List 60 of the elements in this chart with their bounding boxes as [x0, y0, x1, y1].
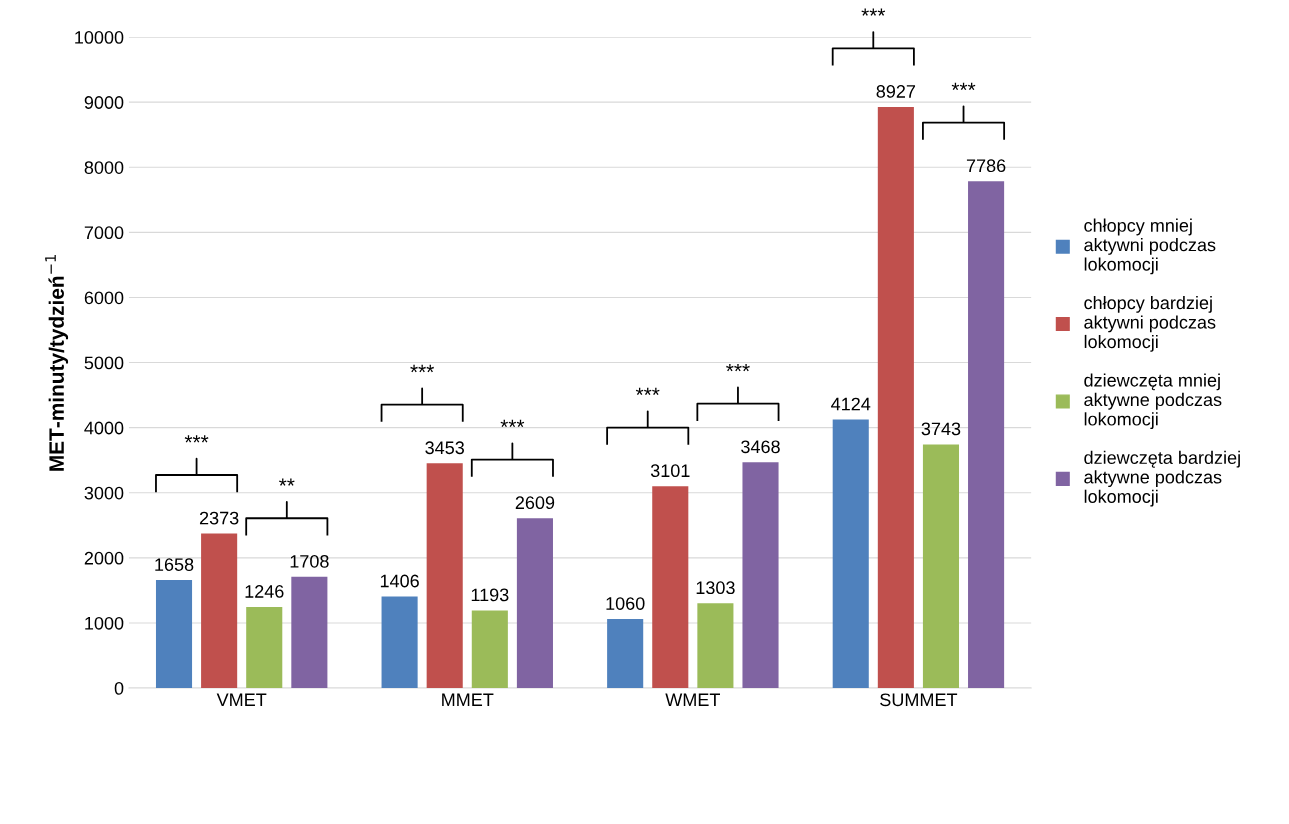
annotation: **	[279, 478, 295, 486]
legend-label: chłopcy bardziej aktywni podczas lokomocji	[1084, 295, 1216, 352]
y-tick-label: 6000	[84, 291, 124, 305]
bar	[381, 596, 418, 689]
y-tick-label: 1000	[85, 616, 124, 630]
x-tick-label: MMET	[442, 693, 494, 706]
annotation: ***	[184, 435, 209, 443]
data-label: 1406	[380, 574, 419, 588]
data-label: 1303	[696, 581, 735, 595]
y-axis-title: MET-minuty/tydzień$^{−1}$	[45, 255, 69, 471]
bar	[832, 419, 869, 689]
bar	[607, 619, 644, 689]
bar	[471, 610, 508, 689]
bar	[877, 106, 914, 689]
legend-label: dziewczęta bardziej aktywne podczas lokomocji	[1084, 450, 1240, 507]
data-label: 3468	[741, 440, 780, 454]
data-label: 4124	[831, 397, 871, 411]
bar	[922, 444, 960, 689]
x-tick-label: WMET	[665, 693, 720, 706]
data-label: 8927	[876, 85, 916, 98]
annotation: ***	[635, 387, 660, 396]
y-tick-label: 0	[114, 681, 124, 695]
data-label: 1246	[245, 585, 284, 598]
legend-label: dziewczęta mniej aktywne podczas lokomocji	[1084, 373, 1222, 430]
annotation: ***	[951, 82, 976, 91]
bar	[426, 463, 463, 689]
annotation: ***	[410, 364, 434, 373]
data-label: 1658	[155, 558, 194, 571]
data-label: 3453	[425, 441, 464, 455]
annotation: ***	[726, 363, 750, 372]
data-label: 2609	[515, 496, 555, 510]
bar	[201, 533, 238, 689]
bar	[291, 576, 328, 689]
y-tick-label: 9000	[84, 96, 124, 109]
bar	[652, 486, 689, 689]
data-label: 2373	[199, 511, 239, 525]
bar	[697, 603, 734, 689]
y-tick-label: 7000	[84, 226, 124, 240]
y-tick-label: 5000	[84, 356, 124, 370]
y-tick-label: 8000	[84, 161, 124, 174]
bar	[742, 462, 779, 689]
annotation: ***	[500, 419, 525, 428]
y-tick-label: 3000	[84, 486, 124, 500]
data-label: 1708	[290, 554, 329, 568]
text: ***	[861, 8, 886, 16]
data-label: 3743	[921, 422, 961, 436]
data-label: 1060	[606, 597, 645, 610]
data-label: 3101	[650, 464, 690, 478]
data-label: 7786	[966, 159, 1006, 173]
legend-label: chłopcy mniej aktywni podczas lokomocji	[1084, 218, 1216, 275]
y-tick-label: 10000	[75, 31, 124, 44]
x-tick-label: VMET	[216, 693, 267, 706]
y-tick-label: 2000	[84, 551, 124, 565]
bar	[246, 606, 283, 689]
x-tick-label: SUMMET	[880, 693, 958, 707]
bar	[155, 580, 193, 689]
bar	[968, 181, 1005, 689]
bar	[516, 518, 553, 689]
y-tick-label: 4000	[84, 421, 124, 435]
data-label: 1193	[471, 588, 509, 602]
